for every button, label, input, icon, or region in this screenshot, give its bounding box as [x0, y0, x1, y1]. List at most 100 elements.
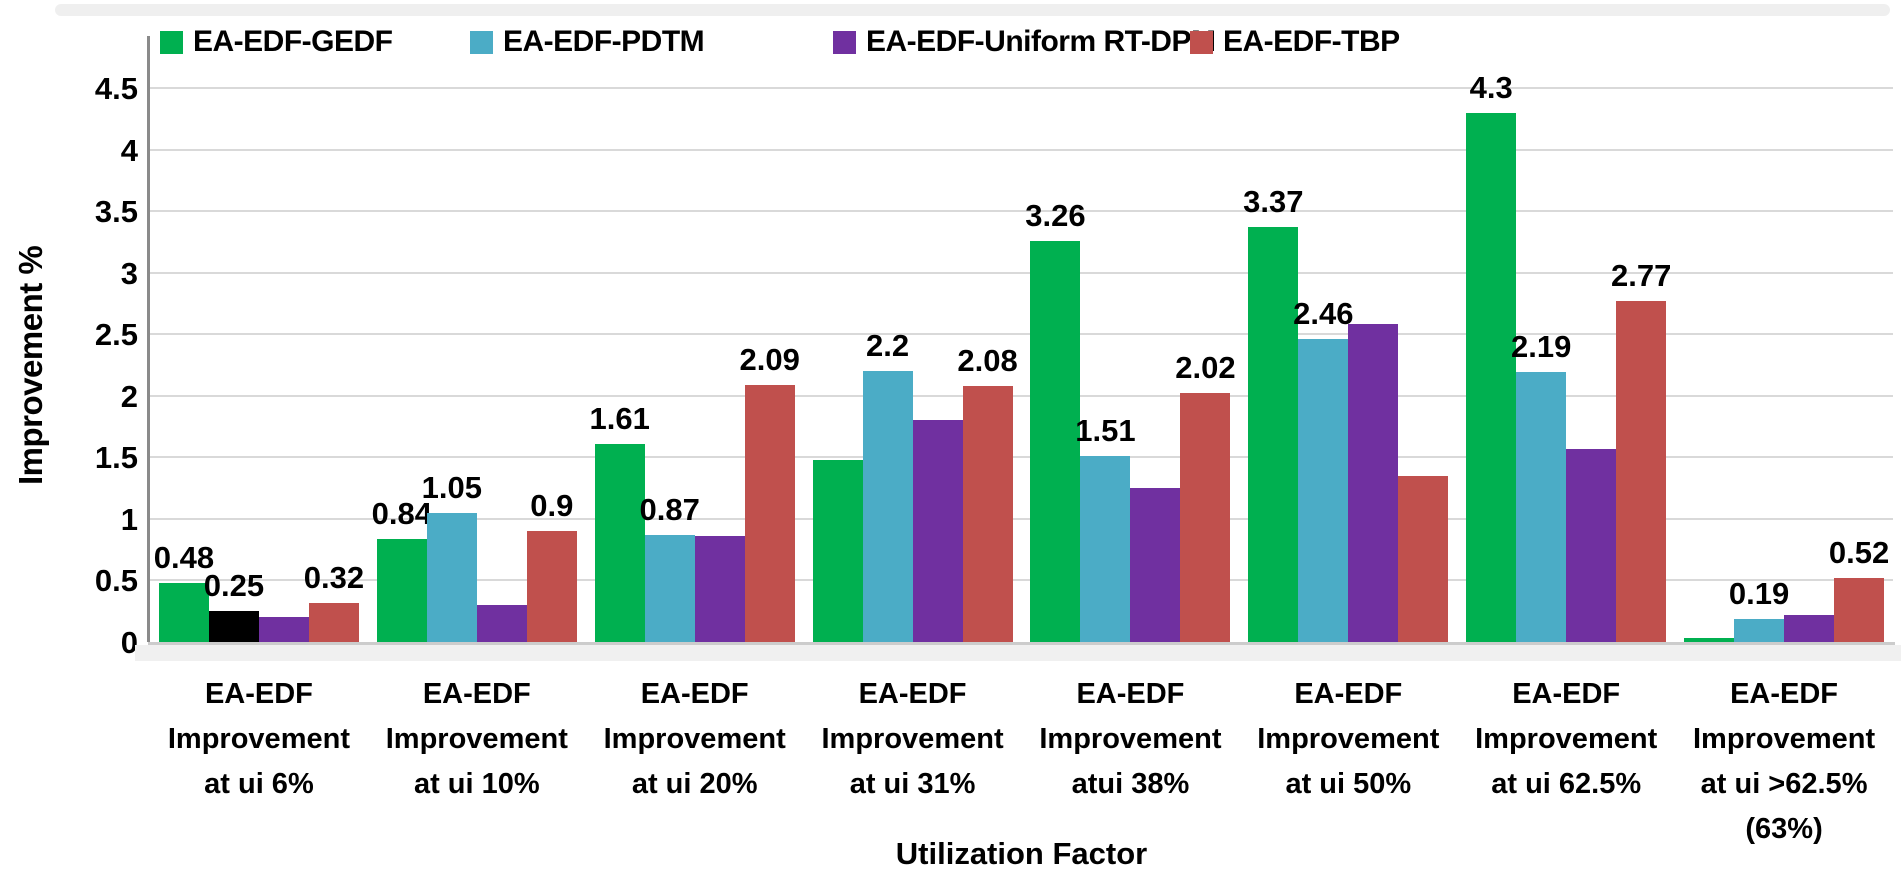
bar-series4-group1 — [308, 602, 359, 642]
y-tick-label: 0.5 — [94, 563, 138, 599]
bar-series2-group4 — [862, 371, 913, 642]
gridline — [150, 87, 1893, 89]
bar-series4-group8 — [1834, 577, 1885, 642]
bar-series4-group3 — [744, 384, 795, 642]
y-tick-label: 3 — [120, 255, 138, 291]
legend-swatch-icon — [833, 30, 856, 54]
x-category-label: EA-EDF Improvement atui 38% — [1039, 678, 1222, 800]
plot-area: 0.48 0.25 0.32 0.84 1.05 0.9 1.61 0.87 2.09 2.2 2.… — [150, 72, 1893, 642]
bar-value-label: 0.87 — [639, 491, 700, 527]
x-category-label: EA-EDF Improvement at ui 10% — [385, 678, 568, 800]
legend: EA-EDF-GEDF EA-EDF-PDTM EA-EDF-Uniform RT-… — [0, 22, 1901, 62]
bar-series1-group7 — [1466, 112, 1517, 642]
bar-series4-group4 — [962, 385, 1013, 642]
bar-series1-group2 — [376, 538, 427, 642]
legend-label: EA-EDF-TBP — [1223, 25, 1400, 58]
bar-series3-group5 — [1130, 488, 1181, 642]
y-tick-label: 1.5 — [94, 440, 138, 476]
bar-series1-group8 — [1684, 638, 1735, 642]
bar-series4-group7 — [1616, 300, 1667, 642]
bar-value-label: 0.32 — [303, 559, 365, 595]
gridline — [150, 210, 1893, 213]
bar-series1-group3 — [594, 443, 645, 642]
bar-series3-group7 — [1566, 448, 1617, 642]
gridline — [150, 271, 1893, 274]
bar-value-label: 2.08 — [957, 342, 1018, 378]
bar-series2-group3 — [644, 534, 695, 642]
x-category-label: EA-EDF Improvement at ui 20% — [603, 678, 786, 800]
x-category-label: EA-EDF Improvement at ui 62.5% — [1475, 678, 1658, 800]
bar-series3-group1 — [258, 617, 309, 642]
bar-value-label: 0.48 — [153, 539, 215, 575]
bar-value-label: 0.19 — [1728, 575, 1790, 611]
bar-value-label: 0.84 — [371, 495, 432, 531]
bar-series1-group6 — [1248, 227, 1299, 642]
legend-item: EA-EDF-Uniform RT-DPM — [833, 22, 1216, 62]
x-axis-shadow-strip — [135, 645, 1901, 661]
legend-item: EA-EDF-TBP — [1190, 22, 1400, 62]
y-axis-line — [147, 36, 150, 642]
y-tick-label: 2 — [120, 378, 138, 414]
y-axis-ticks: 0 0.5 1 1.5 2 2.5 3 3.5 4 4.5 — [0, 73, 138, 658]
gridline — [150, 333, 1893, 336]
y-tick-label: 4.5 — [94, 71, 138, 106]
bar-series1-group1 — [158, 582, 209, 642]
y-tick-label: 4 — [120, 132, 138, 168]
bar-series2-group2 — [426, 512, 477, 642]
bar-value-label: 0.52 — [1828, 534, 1890, 570]
x-axis-category-labels: EA-EDF Improvement at ui 6% EA-EDF Improveme… — [150, 672, 1893, 862]
bar-value-label: 3.37 — [1243, 184, 1304, 220]
y-tick-label: 2.5 — [94, 317, 138, 353]
chart-top-shadow-band — [55, 4, 1890, 16]
y-tick-label: 0 — [120, 625, 138, 660]
legend-label: EA-EDF-Uniform RT-DPM — [866, 25, 1216, 58]
legend-label: EA-EDF-GEDF — [193, 25, 393, 58]
legend-item: EA-EDF-GEDF — [160, 22, 393, 62]
bar-series3-group4 — [912, 420, 963, 642]
bar-series1-group5 — [1030, 240, 1081, 642]
bar-series4-group5 — [1180, 393, 1231, 642]
legend-label: EA-EDF-PDTM — [503, 25, 705, 58]
bar-series2-group1 — [208, 611, 259, 642]
bar-value-label: 2.46 — [1293, 296, 1354, 332]
bar-series3-group3 — [694, 536, 745, 642]
x-category-label: EA-EDF Improvement at ui 31% — [821, 678, 1004, 800]
bar-value-label: 0.9 — [530, 488, 574, 524]
bar-series2-group8 — [1734, 618, 1785, 642]
bar-series1-group4 — [812, 459, 863, 642]
x-category-label: EA-EDF Improvement at ui >62.5% (63%) — [1693, 678, 1876, 845]
bar-series4-group6 — [1398, 475, 1449, 642]
gridline — [150, 517, 1893, 520]
bar-value-label: 1.61 — [589, 400, 650, 436]
bar-series2-group6 — [1298, 339, 1349, 642]
bar-value-label: 3.26 — [1025, 197, 1086, 233]
legend-item: EA-EDF-PDTM — [470, 22, 705, 62]
bar-value-label: 4.3 — [1469, 69, 1513, 105]
x-axis-title: Utilization Factor — [895, 836, 1148, 871]
bar-value-label: 2.09 — [739, 341, 800, 377]
bar-value-label: 2.19 — [1511, 329, 1572, 365]
legend-swatch-icon — [470, 30, 493, 54]
gridline — [150, 579, 1893, 582]
bar-value-label: 0.25 — [203, 568, 265, 604]
bar-value-label: 2.02 — [1175, 350, 1236, 386]
y-tick-label: 3.5 — [94, 194, 138, 230]
x-category-label: EA-EDF Improvement at ui 6% — [167, 678, 350, 800]
bar-value-label: 1.51 — [1075, 413, 1136, 449]
legend-swatch-icon — [1190, 30, 1213, 54]
bar-series2-group7 — [1516, 372, 1567, 642]
bar-value-label: 1.05 — [421, 469, 482, 505]
x-axis-line — [148, 642, 1895, 645]
bar-series4-group2 — [526, 531, 577, 642]
gridline — [150, 394, 1893, 397]
bar-series3-group6 — [1348, 324, 1399, 642]
gridline — [150, 148, 1893, 151]
y-tick-label: 1 — [120, 501, 138, 537]
bar-series3-group2 — [476, 605, 527, 642]
bar-value-label: 2.2 — [866, 328, 910, 364]
gridline — [150, 456, 1893, 459]
bar-series2-group5 — [1080, 456, 1131, 642]
bar-series3-group8 — [1784, 614, 1835, 642]
legend-swatch-icon — [160, 30, 183, 54]
x-category-label: EA-EDF Improvement at ui 50% — [1257, 678, 1440, 800]
